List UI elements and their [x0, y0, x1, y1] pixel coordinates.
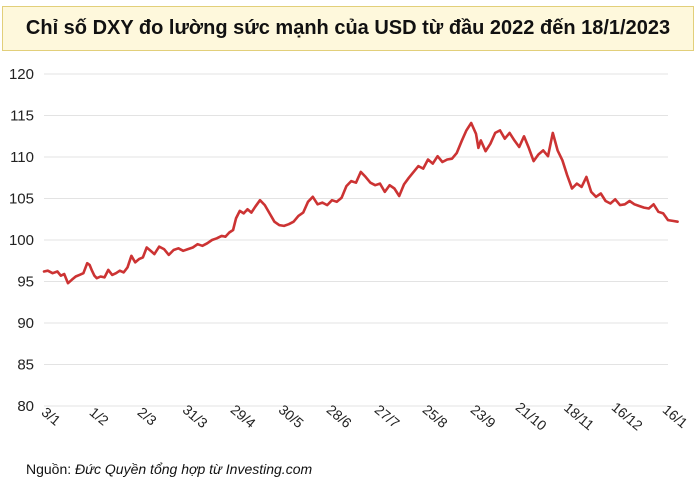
series-line-dxy: [42, 121, 679, 285]
chart-title-box: Chỉ số DXY đo lường sức mạnh của USD từ …: [2, 6, 694, 51]
x-tick-label: 21/10: [513, 399, 550, 434]
y-tick-label: 115: [10, 108, 34, 125]
y-tick-label: 90: [17, 315, 34, 332]
y-tick-label: 80: [17, 398, 34, 415]
y-tick-label: 100: [9, 232, 34, 249]
x-tick-label: 1/2: [87, 404, 112, 429]
source-text: Đức Quyền tổng hợp từ Investing.com: [75, 461, 313, 477]
source-note: Nguồn: Đức Quyền tổng hợp từ Investing.c…: [26, 461, 312, 477]
y-tick-label: 85: [17, 357, 34, 374]
y-tick-label: 95: [17, 274, 34, 291]
x-tick-label: 16/12: [609, 399, 646, 434]
source-label: Nguồn:: [26, 461, 72, 477]
chart-title: Chỉ số DXY đo lường sức mạnh của USD từ …: [25, 17, 671, 39]
x-tick-label: 3/1: [39, 404, 64, 429]
x-tick-label: 18/11: [561, 399, 597, 433]
y-tick-label: 120: [9, 66, 34, 83]
y-tick-label: 105: [9, 191, 34, 208]
x-tick-label: 2/3: [135, 404, 160, 429]
y-tick-label: 110: [10, 149, 34, 166]
